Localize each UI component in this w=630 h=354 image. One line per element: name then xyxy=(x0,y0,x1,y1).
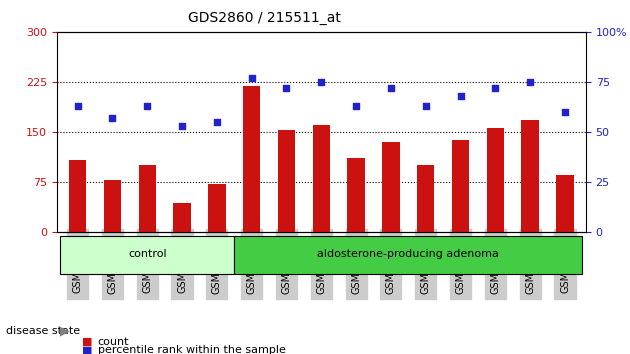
Point xyxy=(177,123,187,129)
Point xyxy=(107,115,117,121)
Bar xyxy=(173,203,191,232)
Bar xyxy=(312,125,330,232)
Text: percentile rank within the sample: percentile rank within the sample xyxy=(98,346,285,354)
Bar xyxy=(382,142,399,232)
Text: count: count xyxy=(98,337,129,347)
Bar xyxy=(347,159,365,232)
Bar xyxy=(556,175,574,232)
Bar xyxy=(208,184,226,232)
Point xyxy=(560,109,570,115)
Text: disease state: disease state xyxy=(6,326,81,336)
Point xyxy=(316,79,326,85)
Text: GDS2860 / 215511_at: GDS2860 / 215511_at xyxy=(188,11,341,25)
Bar xyxy=(243,86,260,232)
Point xyxy=(421,103,431,109)
Bar xyxy=(69,160,86,232)
FancyBboxPatch shape xyxy=(234,236,582,274)
Bar xyxy=(417,165,435,232)
Point xyxy=(282,85,292,91)
Point xyxy=(490,85,500,91)
Text: ■: ■ xyxy=(82,346,93,354)
Point xyxy=(246,75,256,81)
Text: ▶: ▶ xyxy=(60,325,69,337)
Point xyxy=(212,119,222,125)
Point xyxy=(455,93,466,99)
Text: ■: ■ xyxy=(82,337,93,347)
Text: control: control xyxy=(128,249,166,259)
Point xyxy=(142,103,152,109)
Point xyxy=(72,103,83,109)
Point xyxy=(525,79,536,85)
Bar xyxy=(452,140,469,232)
Bar xyxy=(522,120,539,232)
Point xyxy=(351,103,361,109)
Text: aldosterone-producing adenoma: aldosterone-producing adenoma xyxy=(318,249,500,259)
Bar xyxy=(278,131,295,232)
Bar xyxy=(486,129,504,232)
Bar xyxy=(139,165,156,232)
FancyBboxPatch shape xyxy=(60,236,234,274)
Bar xyxy=(104,180,121,232)
Point xyxy=(386,85,396,91)
